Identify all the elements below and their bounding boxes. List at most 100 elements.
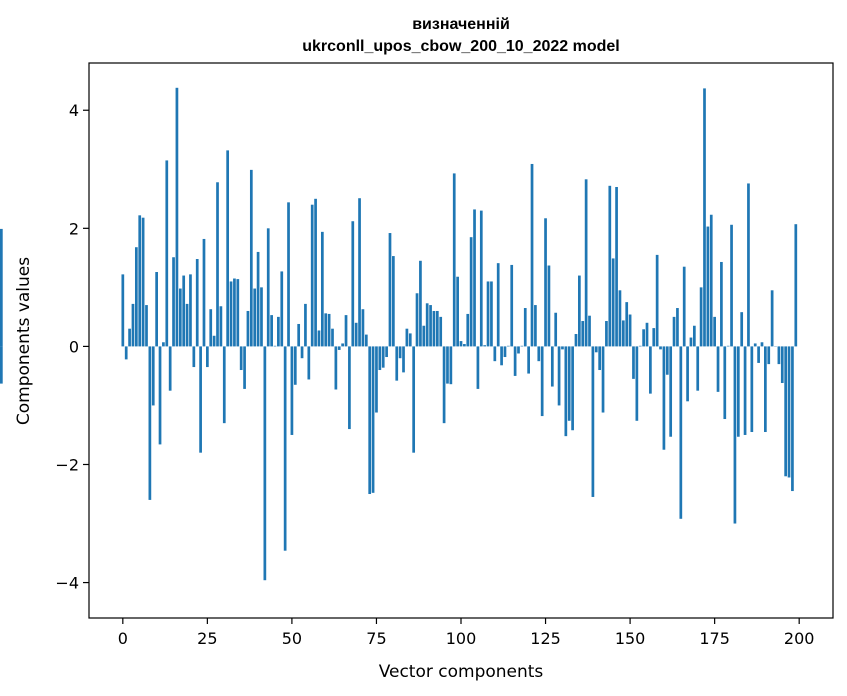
x-tick-label: 100 xyxy=(446,629,477,648)
bar xyxy=(246,310,250,347)
bar xyxy=(212,335,216,347)
bar xyxy=(554,312,558,347)
bar xyxy=(239,346,243,371)
bar xyxy=(375,346,378,413)
bar xyxy=(145,305,148,347)
bar xyxy=(358,198,361,347)
bar xyxy=(408,333,412,347)
bar xyxy=(723,346,727,420)
bar xyxy=(351,221,355,347)
bar xyxy=(395,346,399,381)
bar xyxy=(672,316,676,347)
bar xyxy=(760,342,764,347)
bar xyxy=(209,309,213,347)
bar xyxy=(392,256,395,347)
bar xyxy=(236,279,240,347)
bar xyxy=(473,209,476,347)
bar xyxy=(726,345,730,347)
bar xyxy=(151,346,155,406)
bar xyxy=(618,290,622,347)
bar xyxy=(219,306,223,347)
bar xyxy=(486,281,490,347)
bar xyxy=(699,287,703,347)
bar xyxy=(652,328,656,347)
bar xyxy=(168,346,172,391)
bar xyxy=(659,346,662,350)
bar xyxy=(469,237,473,347)
bar xyxy=(665,346,669,375)
bar xyxy=(750,346,754,433)
bar xyxy=(324,313,328,347)
x-tick-label: 175 xyxy=(699,629,730,648)
x-axis-label: Vector components xyxy=(379,662,544,682)
bar xyxy=(510,264,514,347)
bar xyxy=(628,314,632,347)
bar xyxy=(199,346,202,453)
bar xyxy=(588,315,591,347)
bar xyxy=(649,346,652,394)
bar xyxy=(270,315,273,347)
bar xyxy=(625,302,629,347)
bar xyxy=(266,228,270,347)
bar xyxy=(601,346,605,413)
bar xyxy=(463,344,466,347)
bar xyxy=(341,343,344,347)
bar xyxy=(425,303,429,347)
bar xyxy=(216,182,219,347)
bar xyxy=(777,346,781,365)
bar xyxy=(317,330,321,347)
bar xyxy=(378,346,382,371)
bar xyxy=(574,334,578,347)
bar xyxy=(148,346,152,500)
bar xyxy=(594,346,598,353)
x-tick-label: 25 xyxy=(197,629,217,648)
bar xyxy=(419,260,422,347)
bar xyxy=(293,346,297,385)
bar xyxy=(476,346,480,389)
bar xyxy=(226,150,230,347)
bar xyxy=(290,346,294,435)
bar xyxy=(121,274,125,347)
bar xyxy=(162,342,165,347)
bar xyxy=(490,281,493,347)
bar xyxy=(696,346,700,391)
bar xyxy=(439,316,443,347)
bar xyxy=(442,346,446,424)
bar xyxy=(578,275,581,347)
bar xyxy=(520,345,524,347)
bar xyxy=(192,346,196,368)
bar xyxy=(165,160,169,347)
bar xyxy=(764,346,767,433)
bar xyxy=(669,346,673,437)
bar xyxy=(567,346,571,421)
x-tick-label: 125 xyxy=(530,629,561,648)
bar xyxy=(662,346,666,450)
bar xyxy=(260,287,263,347)
bar xyxy=(621,320,625,347)
bar xyxy=(584,179,588,347)
bar xyxy=(415,293,419,347)
bar xyxy=(320,231,324,347)
bar xyxy=(327,313,331,347)
y-axis-label: Components values xyxy=(14,257,34,425)
bar xyxy=(632,346,635,379)
plot-frame xyxy=(88,62,834,619)
bar xyxy=(172,257,175,347)
bar xyxy=(229,281,233,347)
bar xyxy=(689,337,693,347)
bar xyxy=(138,215,142,347)
bar xyxy=(131,303,135,347)
bar xyxy=(0,346,3,384)
bar xyxy=(747,183,750,347)
bar xyxy=(331,328,334,347)
x-tick-label: 75 xyxy=(366,629,386,648)
bar xyxy=(175,87,179,347)
bar xyxy=(178,288,182,347)
bar xyxy=(243,346,246,389)
bar xyxy=(682,266,686,347)
bar xyxy=(770,290,774,347)
bar xyxy=(297,323,301,347)
bar xyxy=(459,341,463,347)
y-tick-label: 2 xyxy=(69,219,79,238)
bar xyxy=(405,328,409,347)
